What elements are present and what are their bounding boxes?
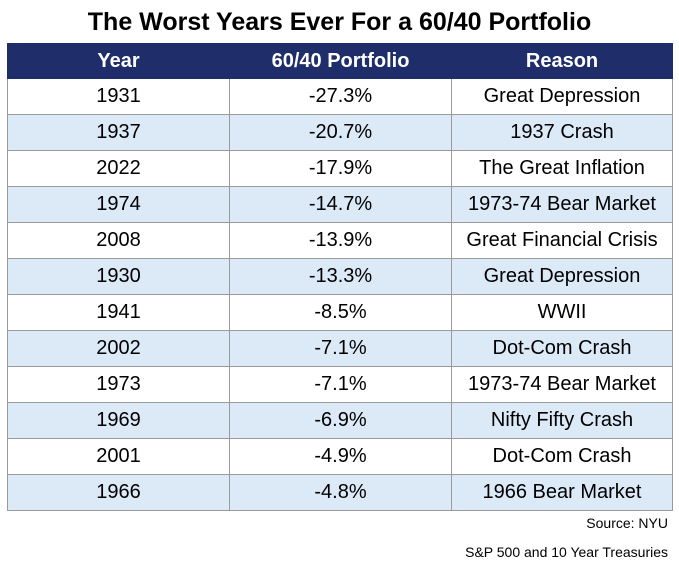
table-row: 1931 -27.3% Great Depression — [7, 78, 673, 115]
cell-return: -6.9% — [229, 402, 452, 439]
table-row: 1974 -14.7% 1973-74 Bear Market — [7, 186, 673, 223]
worst-years-table: Year 60/40 Portfolio Reason 1931 -27.3% Gr… — [7, 43, 673, 511]
table-row: 1930 -13.3% Great Depression — [7, 258, 673, 295]
cell-reason: Great Depression — [451, 258, 673, 295]
cell-year: 1969 — [7, 402, 230, 439]
cell-return: -8.5% — [229, 294, 452, 331]
table-row: 2008 -13.9% Great Financial Crisis — [7, 222, 673, 259]
table-row: 1969 -6.9% Nifty Fifty Crash — [7, 402, 673, 439]
cell-year: 1930 — [7, 258, 230, 295]
column-header-portfolio: 60/40 Portfolio — [229, 43, 452, 79]
cell-reason: 1973-74 Bear Market — [451, 186, 673, 223]
table-row: 1966 -4.8% 1966 Bear Market — [7, 474, 673, 511]
cell-year: 2022 — [7, 150, 230, 187]
cell-reason: Great Depression — [451, 78, 673, 115]
footnote: S&P 500 and 10 Year Treasuries — [465, 544, 668, 560]
cell-return: -17.9% — [229, 150, 452, 187]
cell-return: -4.9% — [229, 438, 452, 475]
cell-year: 1931 — [7, 78, 230, 115]
table-body: 1931 -27.3% Great Depression 1937 -20.7% 1937… — [7, 78, 673, 511]
cell-year: 2002 — [7, 330, 230, 367]
cell-year: 1937 — [7, 114, 230, 151]
column-header-reason: Reason — [451, 43, 673, 79]
cell-return: -7.1% — [229, 366, 452, 403]
cell-year: 1966 — [7, 474, 230, 511]
cell-return: -7.1% — [229, 330, 452, 367]
table-row: 2002 -7.1% Dot-Com Crash — [7, 330, 673, 367]
cell-reason: WWII — [451, 294, 673, 331]
cell-return: -14.7% — [229, 186, 452, 223]
cell-reason: Dot-Com Crash — [451, 330, 673, 367]
cell-return: -27.3% — [229, 78, 452, 115]
table-row: 2001 -4.9% Dot-Com Crash — [7, 438, 673, 475]
cell-reason: Great Financial Crisis — [451, 222, 673, 259]
table-row: 2022 -17.9% The Great Inflation — [7, 150, 673, 187]
cell-return: -13.3% — [229, 258, 452, 295]
cell-year: 2001 — [7, 438, 230, 475]
cell-year: 1974 — [7, 186, 230, 223]
table-row: 1941 -8.5% WWII — [7, 294, 673, 331]
table-row: 1937 -20.7% 1937 Crash — [7, 114, 673, 151]
table-row: 1973 -7.1% 1973-74 Bear Market — [7, 366, 673, 403]
cell-year: 2008 — [7, 222, 230, 259]
source-note: Source: NYU — [586, 515, 668, 531]
cell-year: 1973 — [7, 366, 230, 403]
cell-reason: Nifty Fifty Crash — [451, 402, 673, 439]
cell-return: -4.8% — [229, 474, 452, 511]
chart-title: The Worst Years Ever For a 60/40 Portfol… — [87, 8, 592, 36]
table-header: Year 60/40 Portfolio Reason — [7, 43, 673, 79]
header-row: Year 60/40 Portfolio Reason — [7, 43, 673, 79]
cell-reason: Dot-Com Crash — [451, 438, 673, 475]
cell-reason: 1966 Bear Market — [451, 474, 673, 511]
cell-return: -20.7% — [229, 114, 452, 151]
cell-year: 1941 — [7, 294, 230, 331]
column-header-year: Year — [7, 43, 230, 79]
cell-reason: 1937 Crash — [451, 114, 673, 151]
cell-reason: The Great Inflation — [451, 150, 673, 187]
cell-reason: 1973-74 Bear Market — [451, 366, 673, 403]
cell-return: -13.9% — [229, 222, 452, 259]
